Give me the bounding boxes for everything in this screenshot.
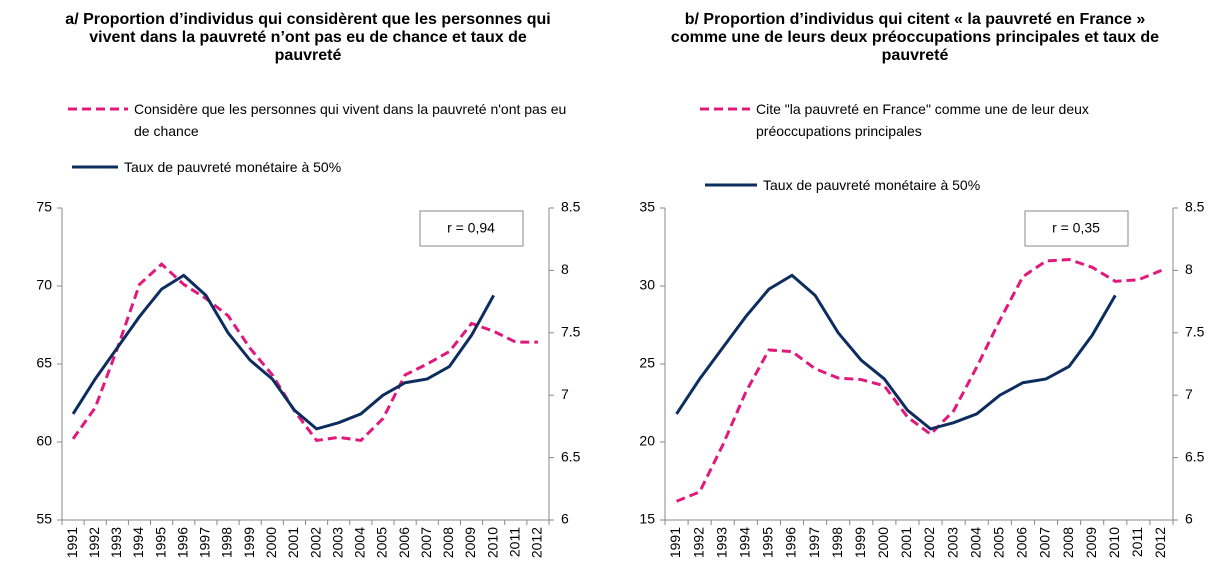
y2-tick-label: 8.5 bbox=[1185, 199, 1205, 215]
x-tick-label: 2000 bbox=[875, 527, 891, 558]
x-tick-label: 2004 bbox=[352, 527, 368, 558]
x-tick-label: 2000 bbox=[263, 527, 279, 558]
series-line bbox=[675, 273, 1117, 431]
y2-tick-label: 7 bbox=[561, 386, 569, 402]
y2-tick-label: 8 bbox=[1185, 261, 1193, 277]
x-tick-label: 2012 bbox=[529, 527, 545, 558]
x-tick-label: 1994 bbox=[737, 527, 753, 558]
x-tick-label: 2003 bbox=[944, 527, 960, 558]
x-tick-label: 2005 bbox=[991, 527, 1007, 558]
x-tick-label: 2006 bbox=[1014, 527, 1030, 558]
x-tick-label: 1995 bbox=[152, 527, 168, 558]
y-tick-label: 15 bbox=[639, 511, 655, 527]
x-tick-label: 2007 bbox=[1037, 527, 1053, 558]
y2-tick-label: 6.5 bbox=[561, 448, 581, 464]
x-tick-label: 1992 bbox=[690, 527, 706, 558]
y-tick-label: 75 bbox=[36, 199, 52, 215]
x-tick-label: 2008 bbox=[440, 527, 456, 558]
series-line bbox=[71, 262, 538, 443]
legend-label: Cite "la pauvreté en France" comme une d… bbox=[756, 101, 1089, 139]
chart-title: a/ Proportion d’individus qui considèren… bbox=[65, 11, 551, 64]
y-tick-label: 20 bbox=[639, 433, 655, 449]
x-tick-label: 2001 bbox=[285, 527, 301, 558]
y2-tick-label: 8.5 bbox=[561, 199, 581, 215]
x-tick-label: 2008 bbox=[1060, 527, 1076, 558]
x-tick-label: 2009 bbox=[462, 527, 478, 558]
x-tick-label: 2004 bbox=[967, 527, 983, 558]
x-tick-label: 2012 bbox=[1152, 527, 1168, 558]
annotation-box bbox=[419, 210, 524, 247]
y2-tick-label: 6 bbox=[1185, 511, 1193, 527]
y-tick-label: 70 bbox=[36, 277, 52, 293]
x-tick-label: 2002 bbox=[307, 527, 323, 558]
x-tick-label: 1992 bbox=[86, 527, 102, 558]
y2-tick-label: 6.5 bbox=[1185, 448, 1205, 464]
x-tick-label: 2011 bbox=[1129, 527, 1145, 557]
y-tick-label: 30 bbox=[639, 277, 655, 293]
x-tick-label: 1996 bbox=[174, 527, 190, 558]
legend-label: Considère que les personnes qui vivent d… bbox=[134, 101, 567, 139]
x-tick-label: 1999 bbox=[241, 527, 257, 558]
annotation: r = 0,35 bbox=[1052, 220, 1100, 236]
legend-label: Taux de pauvreté monétaire à 50% bbox=[124, 159, 342, 175]
x-tick-label: 1993 bbox=[108, 527, 124, 558]
x-tick-label: 1996 bbox=[783, 527, 799, 558]
y-tick-label: 55 bbox=[36, 511, 52, 527]
x-tick-label: 2002 bbox=[921, 527, 937, 558]
x-tick-label: 2009 bbox=[1083, 527, 1099, 558]
x-tick-label: 1994 bbox=[130, 527, 146, 558]
x-tick-label: 1991 bbox=[64, 527, 80, 558]
y2-tick-label: 6 bbox=[561, 511, 569, 527]
x-tick-label: 1997 bbox=[806, 527, 822, 558]
x-tick-label: 2001 bbox=[898, 527, 914, 558]
x-tick-label: 2007 bbox=[418, 527, 434, 558]
x-tick-label: 1998 bbox=[219, 527, 235, 558]
x-tick-label: 1995 bbox=[760, 527, 776, 558]
y2-tick-label: 7.5 bbox=[1185, 324, 1205, 340]
x-tick-label: 1997 bbox=[197, 527, 213, 558]
x-tick-label: 2003 bbox=[329, 527, 345, 558]
legend-label: Taux de pauvreté monétaire à 50% bbox=[763, 177, 981, 193]
y2-tick-label: 7 bbox=[1185, 386, 1193, 402]
x-tick-label: 1991 bbox=[667, 527, 683, 558]
chart-title: b/ Proportion d’individus qui citent « l… bbox=[670, 11, 1160, 64]
y-tick-label: 60 bbox=[36, 433, 52, 449]
y2-tick-label: 8 bbox=[561, 261, 569, 277]
y-tick-label: 25 bbox=[639, 355, 655, 371]
x-tick-label: 2010 bbox=[1106, 527, 1122, 558]
y-tick-label: 65 bbox=[36, 355, 52, 371]
series-line bbox=[71, 273, 495, 431]
x-tick-label: 1998 bbox=[829, 527, 845, 558]
x-tick-label: 2005 bbox=[374, 527, 390, 558]
x-tick-label: 1993 bbox=[713, 527, 729, 558]
x-tick-label: 2010 bbox=[484, 527, 500, 558]
x-tick-label: 2011 bbox=[506, 527, 522, 557]
annotation: r = 0,94 bbox=[447, 220, 495, 236]
annotation-box bbox=[1024, 210, 1129, 247]
series-line bbox=[675, 257, 1163, 503]
y-tick-label: 35 bbox=[639, 199, 655, 215]
x-tick-label: 2006 bbox=[396, 527, 412, 558]
y2-tick-label: 7.5 bbox=[561, 324, 581, 340]
x-tick-label: 1999 bbox=[852, 527, 868, 558]
